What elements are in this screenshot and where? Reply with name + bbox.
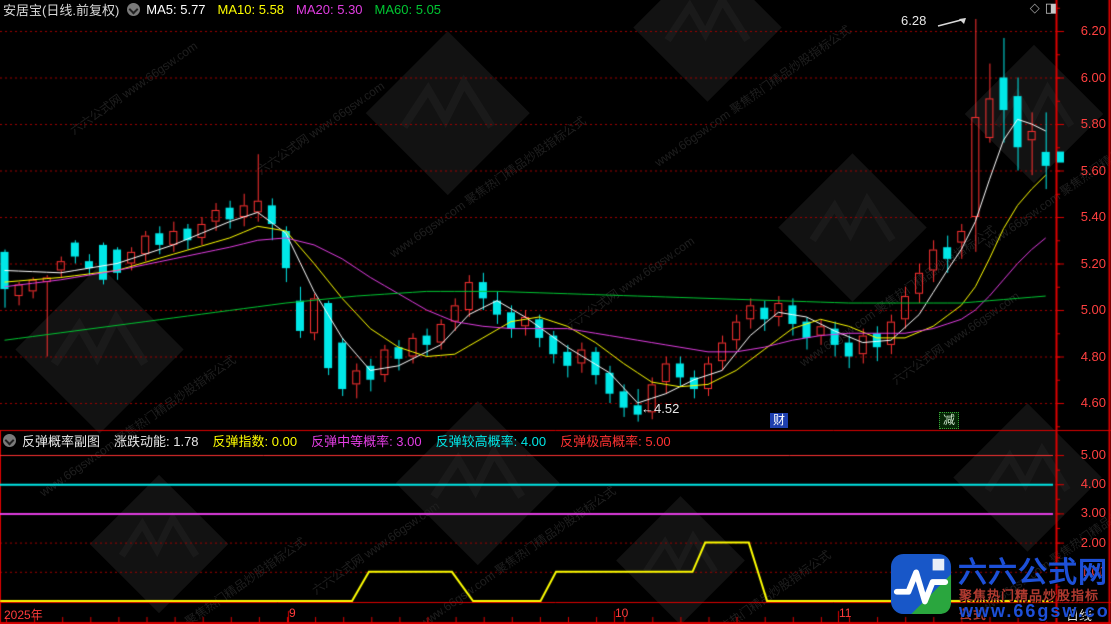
corner-icons: ◇ ◨ (1030, 0, 1057, 16)
diamond-icon[interactable]: ◇ (1029, 0, 1040, 15)
main-chart-header: 安居宝(日线.前复权) MA5: 5.77 MA10: 5.58 MA20: 5.3… (0, 0, 1050, 18)
ma-value: MA10: 5.58 (217, 1, 285, 17)
site-logo-tagline: 聚焦热门精品炒股指标公式 (959, 588, 1100, 622)
price-axis-label: 4.60 (1080, 395, 1106, 410)
event-badge-financial[interactable]: 财 (770, 413, 789, 428)
price-axis-label: 2.00 (1080, 534, 1106, 550)
date-label-month: 11 (839, 606, 852, 620)
price-axis-label: 5.00 (1080, 302, 1106, 317)
chevron-down-icon[interactable] (127, 2, 141, 16)
arrow-left-icon: ← (641, 401, 654, 416)
ma-value: MA60: 5.05 (374, 1, 442, 17)
price-axis-label: 5.60 (1080, 162, 1106, 178)
price-axis-label: 3.00 (1080, 505, 1106, 521)
site-logo-icon (890, 553, 952, 615)
site-logo: 六六公式网 聚焦热门精品炒股指标公式 www.66gsw.com (886, 549, 1111, 622)
indicator-value: 反弹中等概率: 3.00 (311, 434, 422, 449)
page-title[interactable]: 安居宝(日线.前复权) (3, 2, 120, 18)
indicator-value: 反弹极高概率: 5.00 (560, 434, 671, 449)
date-label-month: 10 (615, 606, 629, 620)
price-axis-label: 1.00 (1080, 563, 1106, 579)
price-axis-label: 6.20 (1080, 23, 1106, 38)
date-label-month: 9 (289, 606, 296, 620)
indicator-value: 反弹指数: 0.00 (212, 434, 298, 449)
annotation-arrow-icon (937, 18, 966, 27)
ma-value: MA5: 5.77 (146, 1, 206, 17)
date-label-year: 2025年 (4, 608, 43, 622)
high-price-annotation: 6.28 (901, 13, 927, 28)
price-axis-label: 4.00 (1080, 476, 1106, 492)
site-logo-url: www.66gsw.com (959, 601, 1111, 621)
sub-chart-header: 反弹概率副图 涨跌动能: 1.78 反弹指数: 0.00 反弹中等概率: 3.00 反… (0, 432, 1050, 449)
indicator-title[interactable]: 反弹概率副图 (22, 434, 101, 449)
indicator-values-row: 涨跌动能: 1.78 反弹指数: 0.00 反弹中等概率: 3.00 反弹较高概率: … (114, 431, 685, 450)
price-axis-label: 6.00 (1080, 69, 1106, 85)
price-axis-label: 5.00 (1080, 447, 1106, 462)
split-square-icon[interactable]: ◨ (1044, 0, 1057, 15)
ma-values-row: MA5: 5.77 MA10: 5.58 MA20: 5.30 MA60: 5.05 (146, 2, 453, 17)
price-axis-label: 4.80 (1080, 348, 1106, 364)
ma-value: MA20: 5.30 (296, 1, 363, 17)
price-axis-label: 5.40 (1080, 209, 1106, 224)
site-logo-name: 六六公式网 (958, 557, 1109, 589)
price-axis-label: 5.20 (1080, 255, 1106, 271)
low-price-annotation: ←4.52 (641, 401, 680, 416)
indicator-value: 反弹较高概率: 4.00 (435, 434, 547, 449)
indicator-value: 涨跌动能: 1.78 (114, 434, 199, 449)
period-label: 日线 (1066, 608, 1093, 623)
chevron-down-icon[interactable] (3, 434, 16, 447)
price-axis-label: 5.80 (1080, 116, 1106, 131)
event-badge-reduction[interactable]: 减 (939, 412, 960, 429)
